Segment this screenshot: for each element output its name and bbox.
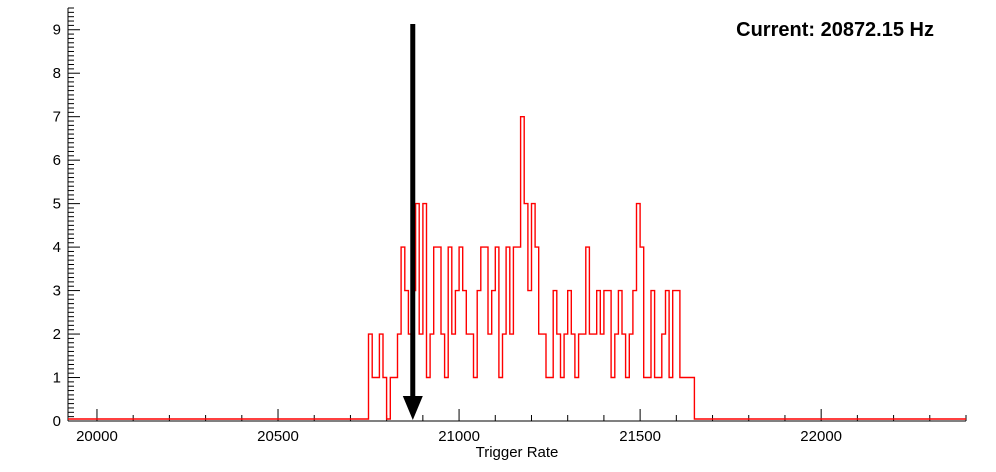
x-tick-label: 21500: [619, 428, 661, 445]
x-tick-label: 22000: [800, 428, 842, 445]
y-tick-label: 0: [53, 413, 61, 430]
y-tick-label: 3: [53, 283, 61, 300]
current-rate-label: Current: 20872.15 Hz: [736, 19, 934, 41]
y-tick-label: 6: [53, 152, 61, 169]
x-tick-label: 20500: [257, 428, 299, 445]
x-tick-label: 20000: [76, 428, 118, 445]
y-tick-label: 4: [53, 239, 61, 256]
y-tick-label: 9: [53, 22, 61, 39]
y-tick-label: 2: [53, 326, 61, 343]
current-rate-arrow-head-icon: [402, 396, 423, 420]
y-tick-label: 7: [53, 109, 61, 126]
y-tick-label: 8: [53, 65, 61, 82]
x-axis-title: Trigger Rate: [475, 444, 559, 461]
y-tick-label: 5: [53, 196, 61, 213]
x-tick-label: 21000: [438, 428, 480, 445]
histogram-step-line: [68, 116, 966, 420]
y-tick-label: 1: [53, 370, 61, 387]
